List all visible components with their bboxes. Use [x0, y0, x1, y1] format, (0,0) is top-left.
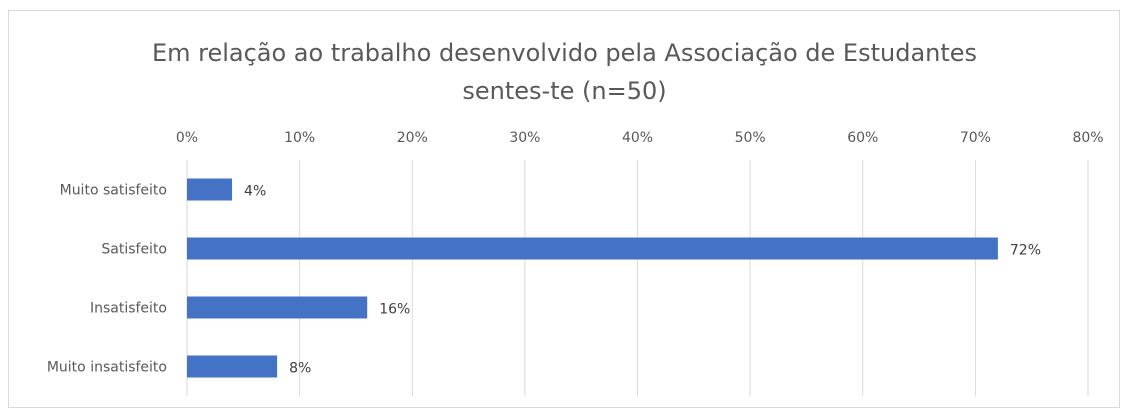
category-label: Muito satisfeito	[60, 183, 167, 199]
chart-title-line-1: Em relação ao trabalho desenvolvido pela…	[151, 39, 978, 67]
category-label: Muito insatisfeito	[47, 360, 167, 376]
chart-title: Em relação ao trabalho desenvolvido pela…	[0, 34, 1129, 110]
x-axis-ticks: 0% 10% 20% 30% 40% 50% 60% 70% 80%	[176, 130, 1104, 146]
x-tick-label: 10%	[284, 130, 315, 146]
data-label: 72%	[1010, 243, 1041, 259]
data-label: 8%	[289, 361, 311, 377]
bar	[187, 237, 998, 260]
chart-title-line-2: sentes-te (n=50)	[462, 77, 667, 105]
data-labels: 4% 72% 16% 8%	[244, 184, 1041, 377]
bar	[187, 296, 368, 319]
x-tick-label: 0%	[176, 130, 198, 146]
x-tick-label: 70%	[960, 130, 991, 146]
x-tick-label: 50%	[735, 130, 766, 146]
bar	[187, 178, 233, 201]
x-tick-label: 40%	[622, 130, 653, 146]
category-label: Insatisfeito	[90, 301, 167, 317]
x-tick-label: 20%	[397, 130, 428, 146]
x-tick-label: 30%	[509, 130, 540, 146]
chart-frame	[8, 10, 1120, 408]
data-label: 4%	[244, 184, 266, 200]
category-label: Satisfeito	[101, 242, 167, 258]
x-tick-label: 60%	[847, 130, 878, 146]
category-labels: Muito satisfeito Satisfeito Insatisfeito Mu…	[47, 183, 167, 376]
bars	[187, 178, 998, 378]
data-label: 16%	[379, 302, 410, 318]
x-tick-label: 80%	[1072, 130, 1103, 146]
bar	[187, 355, 278, 378]
gridlines	[186, 160, 1089, 396]
